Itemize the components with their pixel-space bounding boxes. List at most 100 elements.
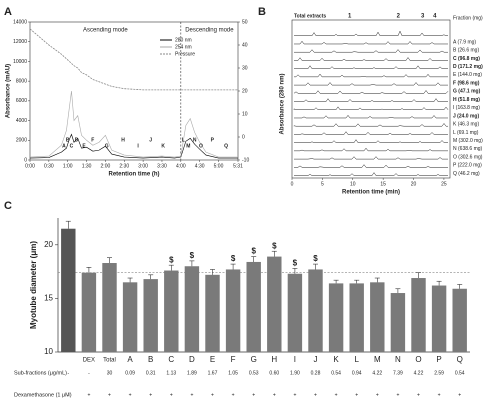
- row-cell: +: [108, 392, 111, 398]
- trace: [294, 156, 448, 160]
- panel-title: Total extracts: [294, 13, 326, 19]
- fraction-label: G: [105, 143, 109, 149]
- x-tick-label: M: [374, 355, 381, 364]
- bar: [452, 288, 467, 352]
- y-tick-label: 4000: [16, 118, 27, 124]
- y2-tick-label: 30: [242, 65, 248, 71]
- row-cell: 0.31: [146, 370, 156, 376]
- fraction-label: D: [75, 137, 79, 143]
- x-axis-label: Retention time (h): [109, 172, 160, 178]
- bar: [328, 283, 344, 352]
- x-tick-label: I: [294, 355, 296, 364]
- legend-label: 280 nm: [175, 37, 192, 43]
- bar: [287, 273, 303, 352]
- trace-label: F (98.6 mg): [453, 80, 480, 86]
- x-tick-label: F: [231, 355, 236, 364]
- series-line: [29, 28, 238, 91]
- peak-label: 4: [433, 14, 437, 20]
- x-tick-label: 4:30: [195, 163, 205, 169]
- x-tick-label: 3:30: [157, 163, 167, 169]
- significance-mark: $: [251, 247, 256, 256]
- fraction-label: A: [62, 143, 66, 149]
- y2-tick-label: -10: [242, 157, 249, 163]
- trace-label: A (7.9 mg): [453, 39, 476, 45]
- row-cell: 30: [107, 370, 113, 376]
- fraction-label: Q: [224, 143, 228, 149]
- y2-tick-label: 10: [242, 111, 248, 117]
- x-tick-label: N: [395, 355, 401, 364]
- y-axis-label: Absorbance (mAU): [6, 64, 12, 118]
- series-line: [29, 90, 238, 158]
- x-tick-label: A: [127, 355, 133, 364]
- row-cell: +: [438, 392, 441, 398]
- plot-frame: [29, 21, 239, 161]
- trace-label: G (47.1 mg): [453, 89, 481, 95]
- row-cell: +: [149, 392, 152, 398]
- significance-mark: $: [169, 255, 174, 264]
- trace-label: N (638.6 mg): [453, 146, 483, 152]
- trace-label: M (302.0 mg): [453, 138, 483, 144]
- trace: [293, 90, 449, 94]
- trace-label: O (302.6 mg): [453, 154, 483, 160]
- x-tick-label: E: [210, 355, 215, 364]
- row-cell: 1.13: [166, 370, 176, 376]
- x-tick-label: 1:00: [63, 163, 73, 169]
- row-cell: +: [314, 392, 317, 398]
- bar: [370, 282, 385, 352]
- trace: [294, 49, 448, 53]
- row-cell: -: [67, 392, 69, 398]
- x-tick-label: J: [314, 355, 318, 364]
- bar: [184, 266, 200, 352]
- trace: [293, 123, 448, 127]
- bar: [411, 278, 426, 352]
- x-tick-label: 10: [350, 181, 356, 187]
- x-tick-label: 2:30: [119, 163, 129, 169]
- trace: [294, 131, 448, 135]
- mode-label: Descending mode: [185, 28, 234, 34]
- row-cell: +: [458, 392, 461, 398]
- trace-label: D (171.2 mg): [453, 64, 483, 70]
- fraction-label: J: [149, 137, 152, 143]
- trace: [294, 98, 448, 102]
- fraction-label: N: [193, 137, 197, 143]
- significance-mark: $: [190, 251, 195, 260]
- fraction-label: K: [161, 143, 165, 149]
- row-cell: +: [335, 392, 338, 398]
- peak-label: 1: [348, 14, 352, 20]
- bar: [81, 272, 97, 352]
- y2-tick-label: 40: [242, 42, 248, 48]
- trace: [294, 82, 448, 86]
- x-tick-label: 1:30: [82, 163, 92, 169]
- fraction-label: C: [70, 143, 74, 149]
- x-tick-label: 0: [291, 181, 294, 187]
- y-tick-label: 10000: [13, 59, 27, 65]
- bar: [390, 293, 406, 352]
- x-tick-label: 5:31: [233, 163, 243, 169]
- panel-label: C: [4, 200, 12, 212]
- trace-label: Q (46.2 mg): [453, 171, 480, 177]
- row-cell: 1.67: [208, 370, 218, 376]
- x-tick-label: 3:00: [138, 163, 148, 169]
- x-tick-label: 4:00: [176, 163, 186, 169]
- y-tick-label: 14000: [13, 19, 27, 25]
- trace-label: P (222.0 mg): [453, 163, 482, 169]
- row-cell: +: [273, 392, 276, 398]
- bar: [205, 274, 220, 352]
- fraction-label: F: [91, 137, 94, 143]
- trace: [294, 147, 448, 152]
- row-label: Dexamethasone (1 μM): [14, 392, 72, 398]
- fraction-label: L: [182, 137, 185, 143]
- peak-label: 2: [397, 14, 401, 20]
- row-cell: 1.90: [290, 370, 300, 376]
- x-tick-label: DEX: [83, 358, 95, 364]
- y2-tick-label: 50: [242, 19, 248, 25]
- row-cell: -: [88, 370, 90, 376]
- row-cell: +: [396, 392, 399, 398]
- y-axis-label: Absorbance (280 nm): [280, 73, 286, 134]
- trace: [294, 30, 448, 37]
- fraction-label: H: [121, 137, 125, 143]
- x-tick-label: H: [271, 355, 277, 364]
- row-cell: 0.54: [331, 370, 341, 376]
- bar: [431, 285, 447, 352]
- row-cell: +: [376, 392, 379, 398]
